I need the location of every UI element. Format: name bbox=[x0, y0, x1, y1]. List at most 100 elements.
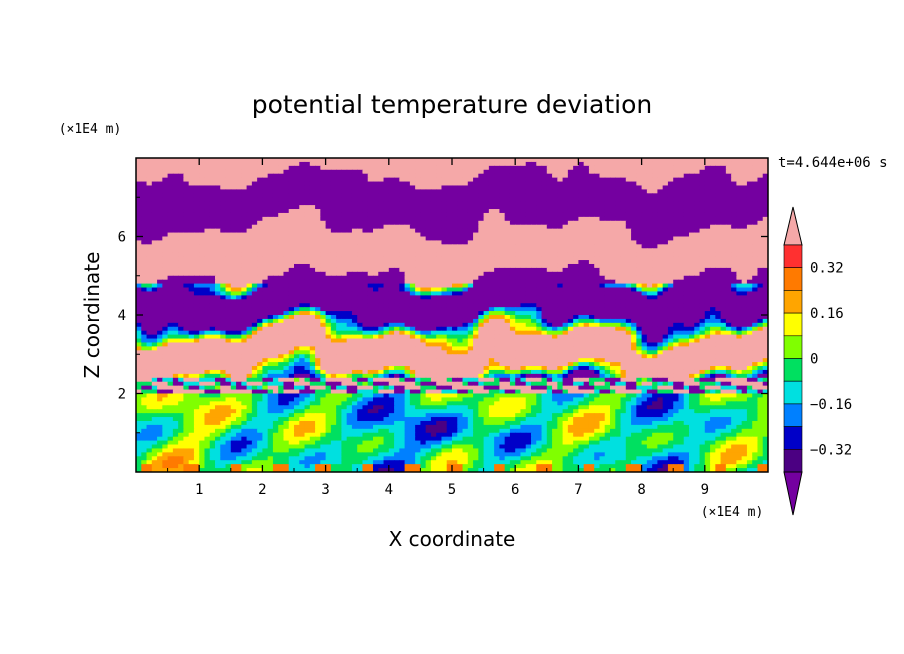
heatmap-cell bbox=[720, 291, 727, 296]
heatmap-cell bbox=[573, 267, 579, 273]
heatmap-cell bbox=[525, 260, 532, 265]
heatmap-cell bbox=[636, 271, 643, 277]
heatmap-cell bbox=[178, 161, 184, 167]
heatmap-cell bbox=[704, 295, 711, 300]
heatmap-cell bbox=[636, 224, 643, 230]
heatmap-cell bbox=[520, 173, 527, 179]
heatmap-cell bbox=[725, 311, 732, 316]
heatmap-cell bbox=[257, 279, 263, 285]
heatmap-cell bbox=[162, 318, 169, 324]
heatmap-cell bbox=[146, 189, 153, 194]
heatmap-cell bbox=[299, 201, 306, 206]
heatmap-cell bbox=[136, 240, 142, 245]
heatmap-cell bbox=[478, 275, 485, 281]
heatmap-cell bbox=[478, 271, 485, 277]
heatmap-cell bbox=[483, 287, 490, 293]
heatmap-cell bbox=[467, 279, 474, 285]
heatmap-cell bbox=[573, 244, 579, 249]
heatmap-cell bbox=[541, 240, 548, 245]
heatmap-cell bbox=[504, 209, 511, 214]
heatmap-cell bbox=[283, 228, 290, 234]
heatmap-cell bbox=[762, 220, 768, 226]
heatmap-cell bbox=[494, 212, 500, 218]
heatmap-cell bbox=[167, 275, 174, 281]
heatmap-cell bbox=[336, 256, 342, 261]
heatmap-cell bbox=[473, 216, 479, 222]
heatmap-cell bbox=[452, 315, 458, 320]
heatmap-cell bbox=[736, 228, 743, 234]
heatmap-cell bbox=[320, 244, 327, 249]
heatmap-cell bbox=[531, 271, 537, 277]
heatmap-cell bbox=[141, 189, 148, 194]
heatmap-cell bbox=[341, 244, 348, 249]
heatmap-cell bbox=[578, 209, 585, 214]
heatmap-cell bbox=[499, 248, 506, 253]
heatmap-cell bbox=[430, 299, 437, 304]
heatmap-cell bbox=[209, 232, 216, 238]
heatmap-cell bbox=[467, 318, 474, 324]
heatmap-cell bbox=[599, 283, 606, 289]
heatmap-cell bbox=[704, 197, 711, 202]
heatmap-cell bbox=[341, 252, 348, 257]
heatmap-cell bbox=[541, 244, 548, 249]
heatmap-cell bbox=[146, 287, 153, 293]
heatmap-cell bbox=[409, 212, 416, 218]
heatmap-cell bbox=[620, 181, 627, 187]
heatmap-cell bbox=[525, 161, 532, 167]
heatmap-cell bbox=[741, 252, 748, 257]
heatmap-cell bbox=[288, 283, 295, 289]
heatmap-cell bbox=[646, 267, 653, 273]
heatmap-cell bbox=[541, 295, 548, 300]
heatmap-cell bbox=[436, 287, 443, 293]
heatmap-cell bbox=[641, 295, 648, 300]
heatmap-cell bbox=[541, 173, 548, 179]
heatmap-cell bbox=[520, 260, 527, 265]
heatmap-cell bbox=[578, 216, 585, 222]
heatmap-cell bbox=[230, 295, 237, 300]
heatmap-cell bbox=[215, 228, 221, 234]
heatmap-cell bbox=[746, 201, 753, 206]
heatmap-cell bbox=[357, 158, 364, 163]
heatmap-cell bbox=[141, 236, 148, 242]
heatmap-cell bbox=[599, 271, 606, 277]
heatmap-cell bbox=[715, 275, 722, 281]
heatmap-cell bbox=[457, 205, 464, 210]
heatmap-cell bbox=[457, 267, 464, 273]
heatmap-cell bbox=[373, 248, 379, 253]
heatmap-cell bbox=[309, 224, 316, 230]
heatmap-cell bbox=[309, 260, 316, 265]
heatmap-cell bbox=[188, 311, 195, 316]
heatmap-cell bbox=[346, 220, 353, 226]
heatmap-cell bbox=[230, 185, 237, 190]
heatmap-cell bbox=[520, 232, 527, 238]
heatmap-cell bbox=[646, 307, 653, 312]
heatmap-cell bbox=[494, 169, 500, 175]
heatmap-cell bbox=[657, 299, 664, 304]
heatmap-cell bbox=[320, 252, 327, 257]
heatmap-cell bbox=[536, 267, 543, 273]
heatmap-cell bbox=[178, 252, 184, 257]
heatmap-cell bbox=[646, 201, 653, 206]
heatmap-cell bbox=[309, 252, 316, 257]
heatmap-cell bbox=[230, 263, 237, 269]
heatmap-cell bbox=[657, 189, 664, 194]
heatmap-cell bbox=[351, 263, 358, 269]
heatmap-cell bbox=[325, 193, 332, 198]
heatmap-cell bbox=[446, 311, 453, 316]
heatmap-cell bbox=[557, 271, 564, 277]
heatmap-cell bbox=[241, 263, 248, 269]
heatmap-cell bbox=[441, 279, 448, 285]
heatmap-cell bbox=[288, 299, 295, 304]
heatmap-cell bbox=[309, 263, 316, 269]
heatmap-cell bbox=[241, 220, 248, 226]
heatmap-cell bbox=[494, 232, 500, 238]
heatmap-cell bbox=[220, 252, 227, 257]
heatmap-cell bbox=[588, 197, 595, 202]
heatmap-cell bbox=[262, 209, 269, 214]
heatmap-cell bbox=[373, 169, 379, 175]
heatmap-cell bbox=[351, 287, 358, 293]
heatmap-cell bbox=[346, 232, 353, 238]
heatmap-cell bbox=[251, 307, 258, 312]
heatmap-cell bbox=[146, 248, 153, 253]
heatmap-cell bbox=[620, 248, 627, 253]
